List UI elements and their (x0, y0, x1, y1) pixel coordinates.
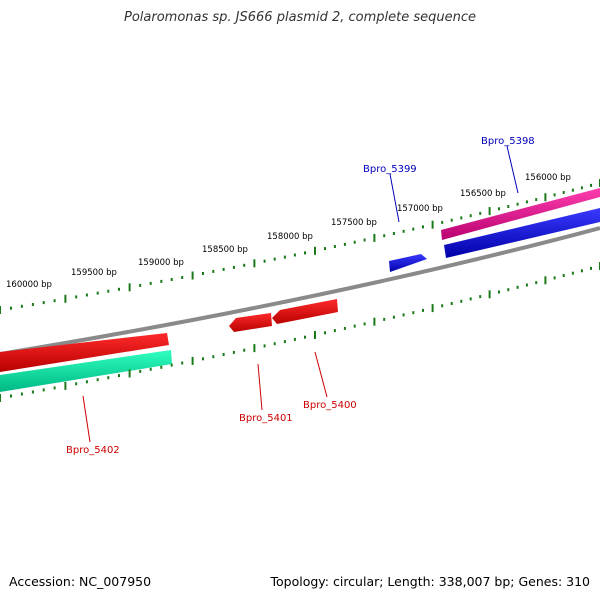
tick-label-158000: 158000 bp (267, 232, 313, 242)
leader-line-bpro-5400 (314, 351, 328, 398)
tick-track-reverse (0, 262, 600, 402)
gene-feature-bpro-5398 (444, 208, 600, 258)
leader-line-bpro-5398 (506, 145, 519, 194)
gene-label-bpro-5400: Bpro_5400 (303, 400, 357, 411)
tick-label-157000: 157000 bp (397, 204, 443, 214)
accession-text: Accession: NC_007950 (9, 574, 152, 589)
tick-label-158500: 158500 bp (202, 245, 248, 255)
gene-feature-teal (0, 350, 172, 392)
gene-feature-bpro-5399 (389, 254, 427, 272)
gene-label-bpro-5401: Bpro_5401 (239, 413, 293, 424)
leader-line-bpro-5402 (82, 395, 91, 443)
tick-track-forward (0, 179, 600, 314)
tick-label-156000: 156000 bp (525, 173, 571, 183)
leader-line-bpro-5401 (257, 363, 263, 411)
gene-label-bpro-5398: Bpro_5398 (481, 136, 535, 147)
gene-feature-bpro-5400 (272, 299, 338, 324)
leader-line-bpro-5399 (389, 173, 400, 223)
gene-label-bpro-5399: Bpro_5399 (363, 164, 417, 175)
tick-label-160000: 160000 bp (6, 280, 52, 290)
tick-label-159500: 159500 bp (71, 268, 117, 278)
tick-label-159000: 159000 bp (138, 258, 184, 268)
gene-feature-magenta (441, 188, 600, 240)
tick-label-157500: 157500 bp (331, 218, 377, 228)
gene-feature-bpro-5402 (0, 333, 169, 372)
topology-summary: Topology: circular; Length: 338,007 bp; … (270, 574, 591, 589)
map-title: Polaromonas sp. JS666 plasmid 2, complet… (123, 10, 476, 25)
gene-feature-bpro-5401 (229, 313, 272, 332)
backbone-ring (0, 226, 600, 356)
gene-label-bpro-5402: Bpro_5402 (66, 445, 120, 456)
tick-label-156500: 156500 bp (460, 189, 506, 199)
coordinate-labels: 160000 bp 159500 bp 159000 bp 158500 bp … (6, 173, 571, 290)
